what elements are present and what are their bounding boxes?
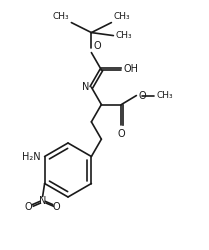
Text: OH: OH: [123, 64, 138, 74]
Text: O: O: [25, 202, 32, 211]
Text: O: O: [53, 202, 60, 211]
Text: N: N: [39, 196, 46, 205]
Text: CH₃: CH₃: [113, 12, 130, 20]
Text: O: O: [118, 128, 125, 138]
Text: CH₃: CH₃: [156, 91, 173, 100]
Text: N: N: [82, 82, 89, 92]
Text: CH₃: CH₃: [115, 31, 132, 40]
Text: H₂N: H₂N: [22, 152, 41, 162]
Text: CH₃: CH₃: [53, 12, 69, 20]
Text: O: O: [93, 40, 101, 50]
Text: O: O: [138, 90, 146, 101]
